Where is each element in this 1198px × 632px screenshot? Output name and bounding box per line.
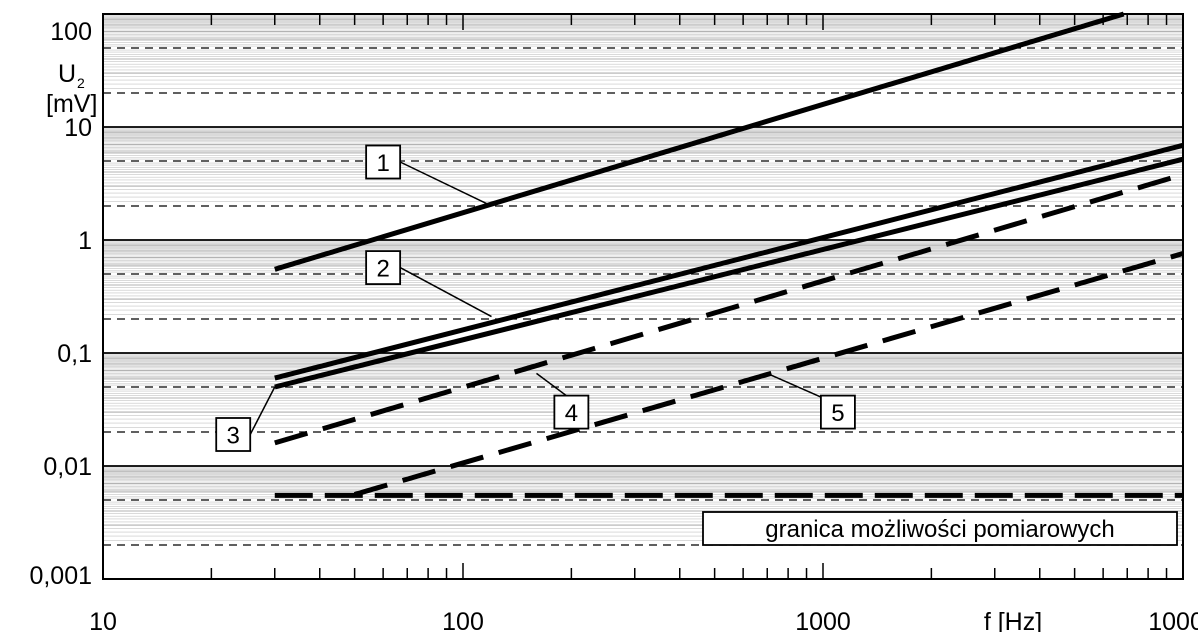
y-tick-label: 0,01 [43, 453, 92, 481]
x-axis-label: f [Hz] [984, 608, 1042, 632]
callout-group: 1 2 3 4 5 [215, 144, 856, 452]
callout-leader-2 [399, 266, 492, 318]
x-tick-label: 10000 [1148, 608, 1198, 632]
x-tick-label: 1000 [795, 608, 851, 632]
y-axis-label-u: U [58, 60, 76, 88]
y-tick-label: 0,1 [57, 340, 92, 368]
y-axis-label-unit: [mV] [46, 90, 97, 118]
measurement-limit-label: granica możliwości pomiarowych [765, 516, 1114, 543]
callout-label-2: 2 [376, 256, 389, 283]
y-tick-label: 10 [64, 114, 92, 142]
tick-labels: 10 100 1000 10000 100 10 1 0,1 0,01 0,001 [29, 18, 1198, 632]
y-tick-label: 1 [78, 227, 92, 255]
callout-label-4: 4 [565, 400, 578, 427]
x-tick-label: 100 [442, 608, 484, 632]
plot-frame-group [102, 13, 1184, 580]
callout-box-3 [215, 417, 252, 452]
callout-box-2 [365, 250, 402, 285]
limit-line-group: granica możliwości pomiarowych [274, 492, 1183, 546]
y-axis-label-subscript: 2 [77, 75, 85, 91]
y-tick-label: 0,001 [29, 562, 92, 590]
y-tick-label: 100 [50, 18, 92, 46]
plot-frame [102, 13, 1184, 580]
callout-label-3: 3 [227, 423, 240, 450]
callout-leader-3 [249, 386, 276, 435]
callout-box-5 [820, 394, 856, 430]
callout-label-1: 1 [376, 150, 389, 177]
series-line-3 [274, 156, 1184, 390]
series-line-1 [274, 11, 1125, 272]
callout-label-5: 5 [831, 400, 844, 427]
x-tick-label: 10 [89, 608, 117, 632]
series-line-2 [274, 142, 1184, 381]
callout-leader-1 [399, 161, 492, 207]
series-line-4 [274, 172, 1184, 446]
callout-box-4 [553, 394, 590, 430]
callout-box-1 [365, 144, 402, 180]
measurement-limit-label-box [702, 511, 1178, 546]
